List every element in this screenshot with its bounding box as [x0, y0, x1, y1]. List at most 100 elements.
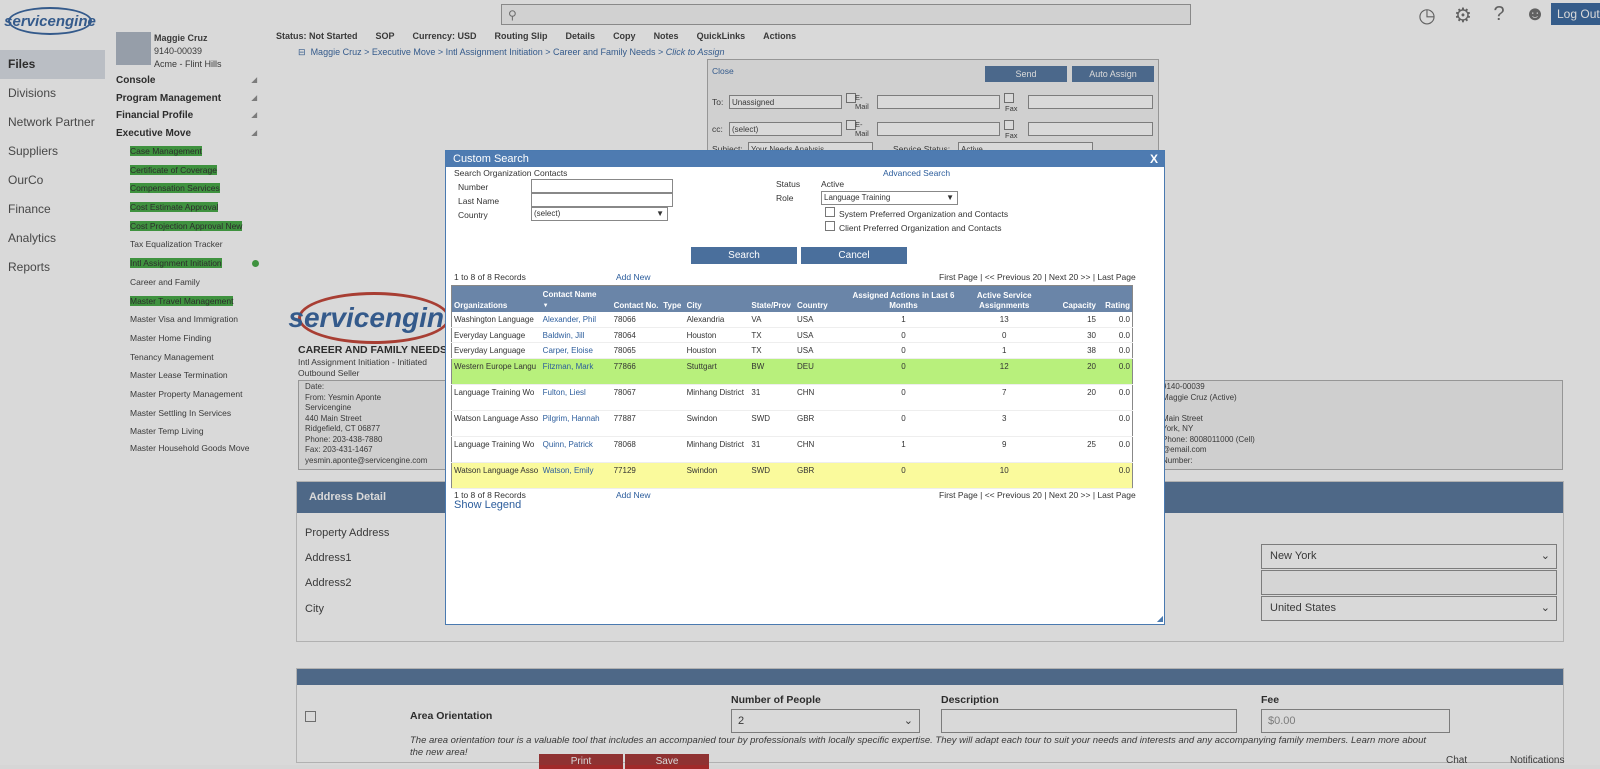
- menu-item[interactable]: Master Temp Living: [116, 422, 259, 441]
- search-button[interactable]: Search: [691, 247, 797, 264]
- col-type[interactable]: Type: [661, 285, 685, 312]
- next-link[interactable]: Next 20 >>: [1048, 272, 1091, 282]
- compose-close-link[interactable]: Close: [712, 66, 734, 76]
- notifications-link[interactable]: Notifications: [1510, 755, 1565, 766]
- menu-item[interactable]: Certificate of Coverage: [116, 161, 259, 180]
- copy-link[interactable]: Copy: [613, 31, 636, 41]
- table-row[interactable]: Language Training Wo Fulton, Liesl 78067 Mi…: [451, 384, 1133, 411]
- routing-slip-link[interactable]: Routing Slip: [494, 31, 548, 41]
- cell-contact[interactable]: Quinn, Patrick: [540, 436, 612, 463]
- cell-contact[interactable]: Baldwin, Jill: [540, 327, 612, 343]
- col-country[interactable]: Country: [795, 285, 844, 312]
- menu-item[interactable]: Cost Projection Approval New: [116, 217, 259, 236]
- table-row[interactable]: Western Europe Langu Fitzman, Mark 77866 St…: [451, 358, 1133, 385]
- user-group-icon[interactable]: ☻: [1524, 3, 1546, 25]
- last-page-link[interactable]: Last Page: [1097, 272, 1136, 282]
- click-to-assign-link[interactable]: Click to Assign: [665, 47, 725, 57]
- resize-handle-icon[interactable]: ◢: [1156, 614, 1163, 623]
- close-icon[interactable]: X: [1149, 152, 1158, 166]
- sop-link[interactable]: SOP: [375, 31, 395, 41]
- next-link[interactable]: Next 20 >>: [1048, 490, 1091, 500]
- table-row[interactable]: Washington Language Alexander, Phil 78066 A…: [451, 311, 1133, 328]
- menu-item[interactable]: Intl Assignment Initiation: [116, 254, 259, 273]
- menu-item[interactable]: Compensation Services: [116, 179, 259, 198]
- col-contact-no[interactable]: Contact No.: [611, 285, 662, 312]
- menu-item[interactable]: Master Settling In Services: [116, 404, 259, 423]
- col-active-assignments[interactable]: Active Service Assignments: [963, 285, 1046, 312]
- add-new-link[interactable]: Add New: [616, 272, 651, 282]
- cc-select[interactable]: (select): [729, 122, 842, 136]
- cell-contact[interactable]: Pilgrim, Hannah: [540, 410, 612, 437]
- nav-files[interactable]: Files: [0, 50, 105, 79]
- cc-email-field[interactable]: [877, 122, 1000, 136]
- role-select[interactable]: Language Training ▼: [821, 191, 958, 205]
- collapse-icon[interactable]: ⊟: [298, 47, 306, 57]
- menu-item[interactable]: Master Household Goods Move: [116, 441, 259, 467]
- table-row[interactable]: Watson Language Asso Watson, Emily 77129 Sw…: [451, 462, 1133, 489]
- country-select[interactable]: United States ⌄: [1261, 596, 1557, 621]
- previous-link[interactable]: << Previous 20: [984, 272, 1042, 282]
- menu-item[interactable]: Tenancy Management: [116, 348, 259, 367]
- previous-link[interactable]: << Previous 20: [984, 490, 1042, 500]
- global-search-input[interactable]: ⚲: [501, 4, 1191, 25]
- profile-name[interactable]: Maggie Cruz: [154, 33, 208, 43]
- number-field[interactable]: [531, 179, 673, 193]
- num-people-select[interactable]: 2 ⌄: [731, 709, 920, 733]
- breadcrumb-item[interactable]: Maggie Cruz: [310, 47, 362, 57]
- cell-contact[interactable]: Watson, Emily: [540, 462, 612, 489]
- nav-suppliers[interactable]: Suppliers: [8, 144, 59, 158]
- first-page-link[interactable]: First Page: [939, 272, 978, 282]
- cc-email-checkbox[interactable]: [846, 120, 856, 130]
- description-field[interactable]: [941, 709, 1237, 733]
- menu-item[interactable]: Master Home Finding: [116, 329, 259, 348]
- col-rating[interactable]: Rating: [1097, 285, 1133, 312]
- system-preferred-checkbox[interactable]: [825, 207, 835, 217]
- chat-link[interactable]: Chat: [1446, 755, 1468, 766]
- fee-field[interactable]: $0.00: [1261, 709, 1450, 733]
- menu-item[interactable]: Master Lease Termination: [116, 366, 259, 385]
- show-legend-link[interactable]: Show Legend: [454, 499, 522, 511]
- section-console[interactable]: Console: [116, 72, 259, 90]
- auto-assign-button[interactable]: Auto Assign: [1072, 66, 1154, 82]
- section-program-management[interactable]: Program Management: [116, 90, 259, 108]
- table-row[interactable]: Language Training Wo Quinn, Patrick 78068 M…: [451, 436, 1133, 463]
- first-page-link[interactable]: First Page: [939, 490, 978, 500]
- servicengine-logo[interactable]: servicengine: [4, 7, 96, 35]
- nav-analytics[interactable]: Analytics: [8, 231, 57, 245]
- col-state[interactable]: State/Prov: [749, 285, 795, 312]
- col-city[interactable]: City: [684, 285, 750, 312]
- col-capacity[interactable]: Capacity: [1045, 285, 1098, 312]
- nav-ourco[interactable]: OurCo: [8, 173, 44, 187]
- send-button[interactable]: Send: [985, 66, 1067, 82]
- table-row[interactable]: Everyday Language Baldwin, Jill 78064 Houst…: [451, 327, 1133, 343]
- cell-contact[interactable]: Fitzman, Mark: [540, 358, 612, 385]
- breadcrumb-item[interactable]: Executive Move: [371, 47, 436, 57]
- quicklinks-menu[interactable]: QuickLinks: [696, 31, 746, 41]
- cc-fax-field[interactable]: [1028, 122, 1153, 136]
- details-link[interactable]: Details: [565, 31, 596, 41]
- help-icon[interactable]: ?: [1493, 3, 1505, 25]
- menu-item[interactable]: Tax Equalization Tracker: [116, 235, 259, 254]
- client-preferred-checkbox[interactable]: [825, 221, 835, 231]
- email-checkbox[interactable]: [846, 93, 856, 103]
- to-email-field[interactable]: [877, 95, 1000, 109]
- logout-button[interactable]: Log Out: [1551, 3, 1600, 25]
- table-row[interactable]: Everyday Language Carper, Eloise 78065 Hous…: [451, 342, 1133, 359]
- col-organizations[interactable]: Organizations: [451, 285, 541, 312]
- cc-fax-checkbox[interactable]: [1004, 120, 1014, 130]
- menu-item[interactable]: Career and Family: [116, 273, 259, 292]
- last-name-field[interactable]: [531, 193, 673, 207]
- menu-item[interactable]: Master Travel Management: [116, 292, 259, 311]
- advanced-search-link[interactable]: Advanced Search: [883, 168, 951, 178]
- fax-checkbox[interactable]: [1004, 93, 1014, 103]
- gear-icon[interactable]: ⚙: [1454, 5, 1472, 27]
- nav-finance[interactable]: Finance: [8, 202, 51, 216]
- zip-field[interactable]: [1261, 570, 1557, 595]
- orientation-checkbox[interactable]: [305, 711, 316, 722]
- table-row[interactable]: Watson Language Asso Pilgrim, Hannah 77887…: [451, 410, 1133, 437]
- breadcrumb-item[interactable]: Career and Family Needs: [552, 47, 656, 57]
- menu-item[interactable]: Master Property Management: [116, 385, 259, 404]
- to-select[interactable]: Unassigned: [729, 95, 842, 109]
- nav-reports[interactable]: Reports: [8, 260, 51, 274]
- country-select[interactable]: (select) ▼: [531, 207, 668, 221]
